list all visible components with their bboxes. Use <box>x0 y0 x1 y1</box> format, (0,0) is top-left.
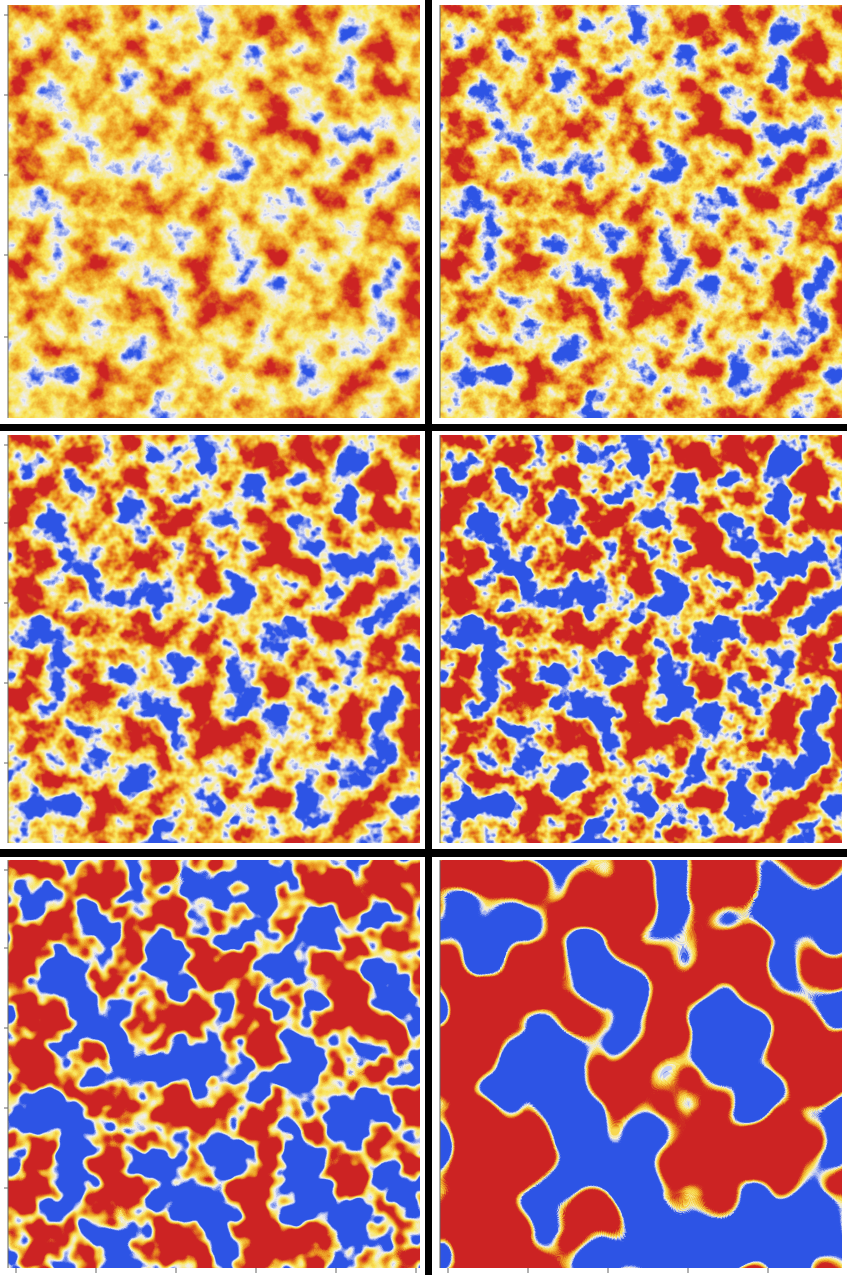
panel <box>440 5 842 418</box>
density-map <box>8 860 420 1268</box>
tick-mark <box>4 14 8 1189</box>
density-map <box>440 5 842 418</box>
panel <box>8 5 420 418</box>
divider <box>0 849 847 857</box>
panel <box>8 435 420 843</box>
frame-ticks <box>4 5 769 1273</box>
density-map <box>8 5 420 418</box>
panel <box>440 860 842 1268</box>
divider <box>0 424 847 431</box>
panel <box>440 435 842 843</box>
divider <box>425 0 432 1275</box>
panel <box>8 860 420 1268</box>
density-map <box>440 435 842 843</box>
density-map <box>8 435 420 843</box>
tick-mark <box>15 1268 769 1273</box>
frame-edge <box>7 5 441 1268</box>
density-map <box>440 860 842 1268</box>
